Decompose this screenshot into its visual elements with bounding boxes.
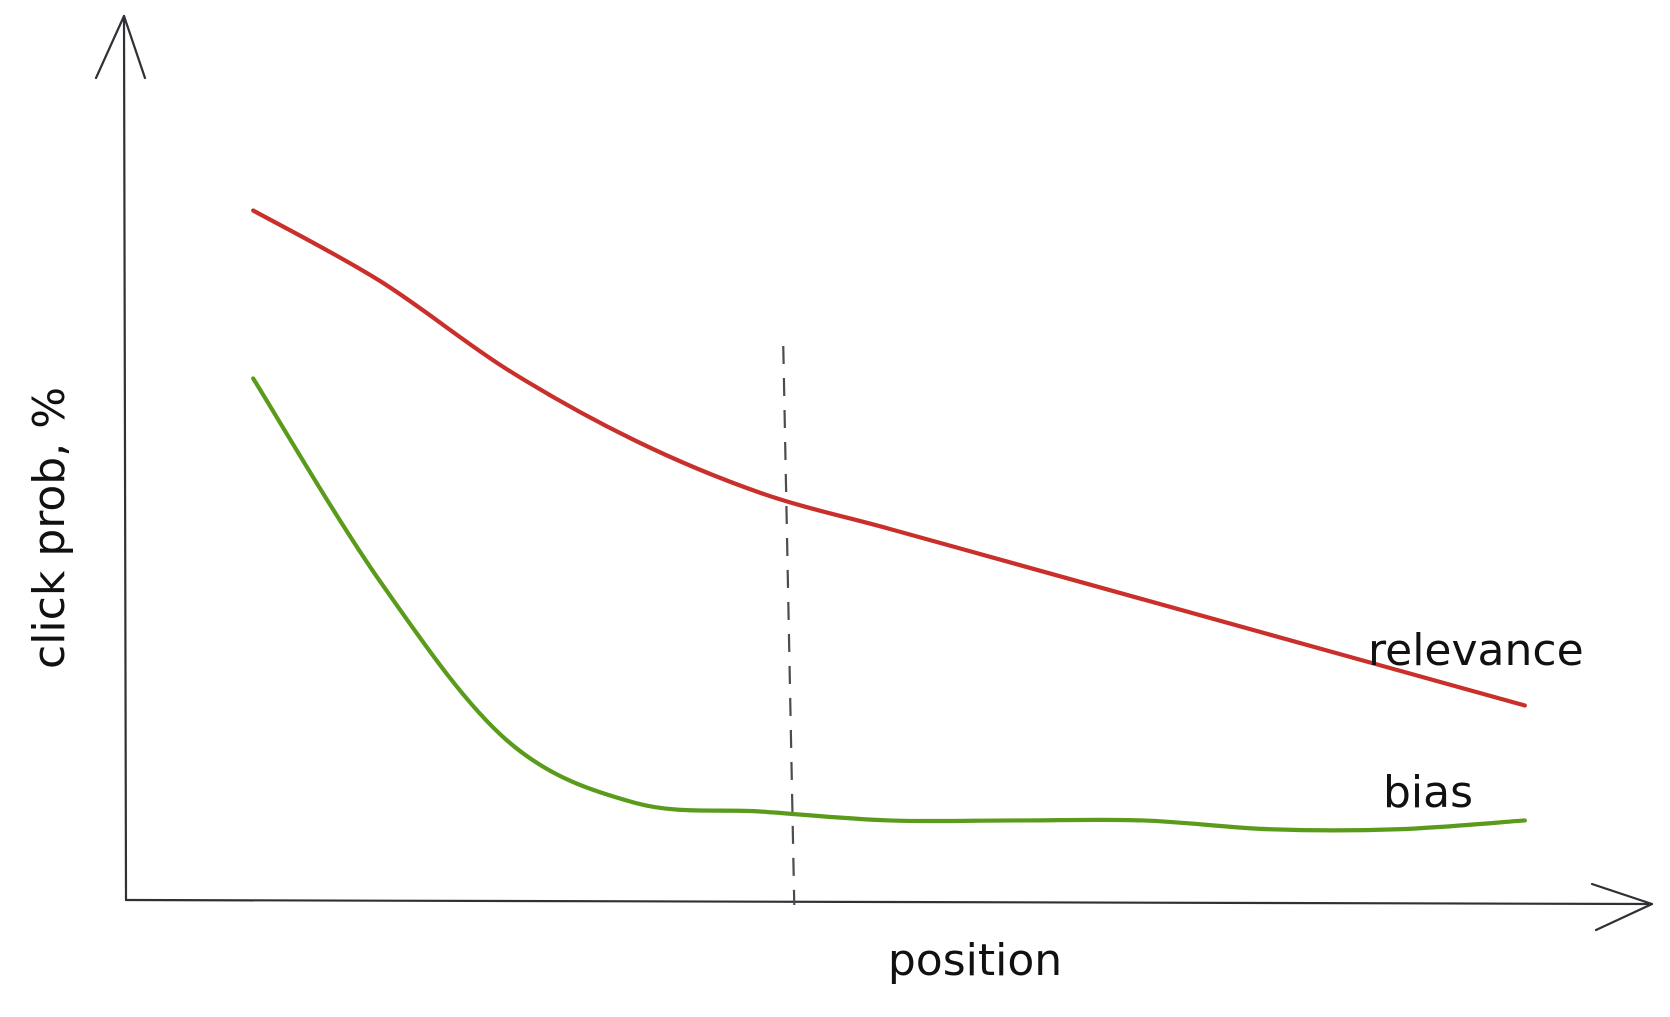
- x-axis-label: position: [888, 935, 1062, 986]
- series-group: [251, 208, 1527, 833]
- x-axis-line: [124, 898, 1654, 906]
- guide-dashed-line: [782, 345, 796, 906]
- axes-group: [94, 14, 1654, 932]
- bias-series-line: [251, 376, 1527, 833]
- relevance-series-line: [251, 208, 1527, 708]
- bias-series-label: bias: [1383, 767, 1473, 818]
- relevance-series-label: relevance: [1368, 625, 1584, 676]
- y-axis-line: [122, 14, 128, 902]
- x-axis-arrowhead: [1590, 882, 1654, 932]
- y-axis-arrowhead: [94, 14, 147, 80]
- y-axis-label: click prob, %: [24, 387, 75, 669]
